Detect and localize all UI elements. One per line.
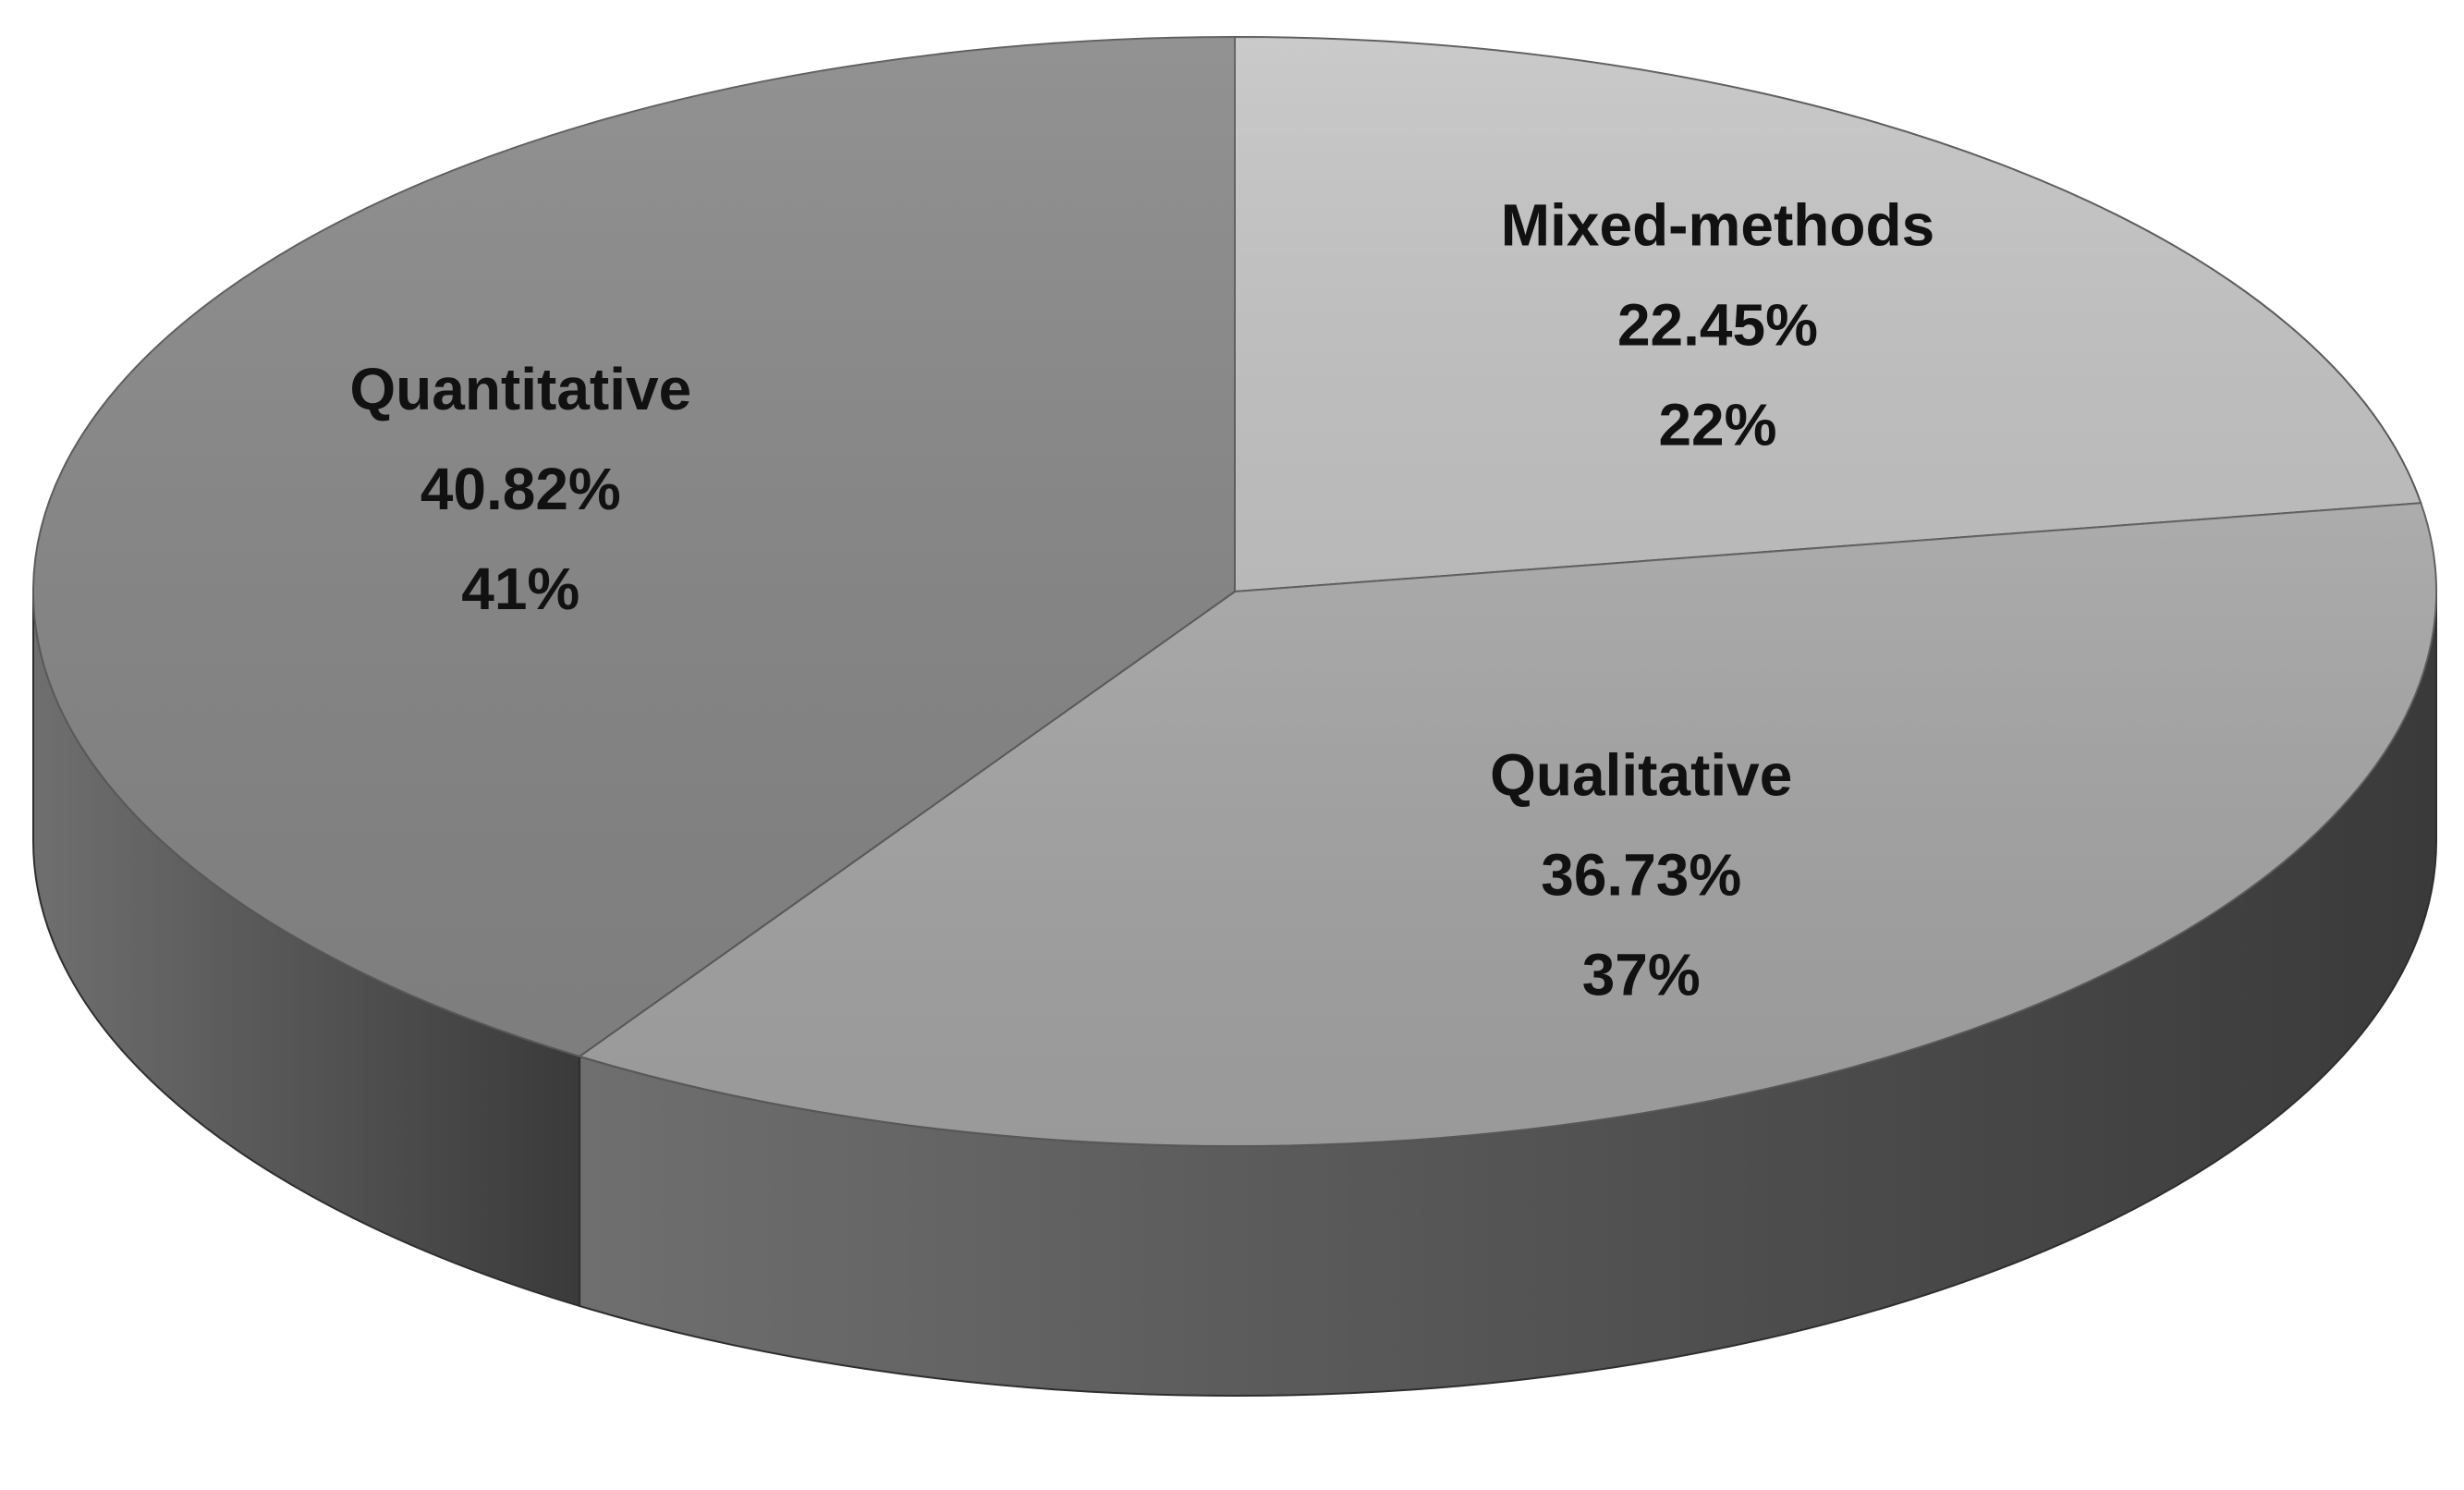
slice-rounded-percent-label: 37%: [1582, 942, 1701, 1008]
slice-percent-label: 36.73%: [1541, 842, 1741, 909]
slice-percent-label: 40.82%: [421, 456, 621, 522]
pie-top-face: [31, 35, 2437, 1148]
pie-slice-shading: [579, 503, 2436, 1147]
slice-name-label: Qualitative: [1490, 742, 1792, 809]
pie-slice-shading: [1235, 37, 2421, 592]
pie-label-qualitative: Qualitative 36.73% 37%: [1490, 742, 1792, 1008]
pie-slice-shading: [32, 37, 1236, 1056]
slice-percent-label: 22.45%: [1617, 292, 1818, 359]
slice-name-label: Quantitative: [349, 356, 691, 422]
pie-label-mixed-methods: Mixed-methods 22.45% 22%: [1501, 192, 1934, 458]
pie-label-quantitative: Quantitative 40.82% 41%: [349, 356, 691, 622]
slice-rounded-percent-label: 41%: [461, 556, 579, 622]
pie-labels: Mixed-methods 22.45% 22% Qualitative 36.73% 3…: [349, 192, 1934, 1008]
slice-name-label: Mixed-methods: [1501, 192, 1934, 259]
slice-rounded-percent-label: 22%: [1658, 392, 1776, 458]
